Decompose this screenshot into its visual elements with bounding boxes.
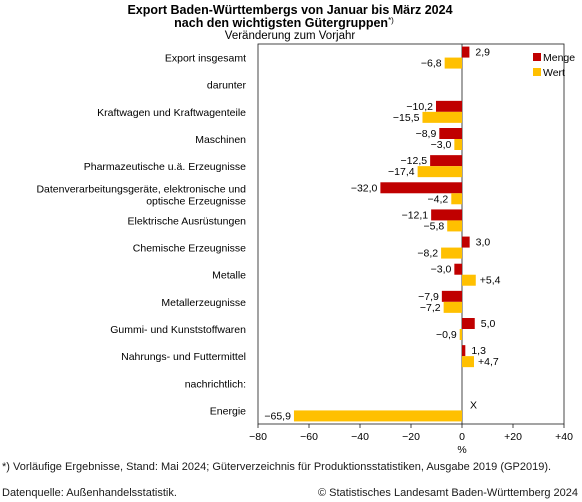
x-tick-label: −80 bbox=[249, 431, 267, 443]
bar-wert bbox=[293, 410, 462, 422]
value-label-wert: −6,8 bbox=[421, 58, 442, 70]
value-label-menge: −10,2 bbox=[406, 101, 433, 113]
category-label: Export insgesamt bbox=[165, 53, 246, 65]
value-label-menge: −3,0 bbox=[431, 264, 452, 276]
bar-menge bbox=[441, 290, 462, 302]
value-label-wert: +5,4 bbox=[480, 275, 501, 287]
bar-menge bbox=[435, 100, 462, 112]
x-tick-label: +40 bbox=[555, 431, 573, 443]
value-label-wert: +4,7 bbox=[478, 356, 499, 368]
source-note: Datenquelle: Außenhandelsstatistik. bbox=[2, 487, 177, 499]
value-label-menge: −12,5 bbox=[401, 155, 428, 167]
value-label-wert: −0,9 bbox=[436, 329, 457, 341]
category-label: Datenverarbeitungsgeräte, elektronische … bbox=[36, 183, 246, 195]
value-label-menge: −12,1 bbox=[402, 209, 429, 221]
category-label: Gummi- und Kunststoffwaren bbox=[110, 324, 246, 336]
bar-menge bbox=[462, 345, 466, 357]
bar-wert bbox=[422, 111, 462, 123]
value-label-wert: −17,4 bbox=[388, 166, 415, 178]
value-label-wert: −7,2 bbox=[420, 302, 441, 314]
category-label: Energie bbox=[210, 405, 246, 417]
x-tick-label: −20 bbox=[402, 431, 420, 443]
footnote: *) Vorläufige Ergebnisse, Stand: Mai 202… bbox=[2, 461, 552, 473]
x-tick-label: 0 bbox=[459, 431, 465, 443]
legend-swatch-menge bbox=[533, 53, 541, 61]
value-label-wert: −4,2 bbox=[428, 193, 449, 205]
x-tick-label: −40 bbox=[351, 431, 369, 443]
title-footnote-marker: *) bbox=[388, 16, 394, 25]
chart-title-line2: nach den wichtigsten Gütergruppen*) bbox=[174, 16, 394, 30]
category-label: Chemische Erzeugnisse bbox=[133, 243, 246, 255]
value-label-wert: −65,9 bbox=[264, 410, 291, 422]
x-tick-label: −60 bbox=[300, 431, 318, 443]
bar-wert bbox=[459, 329, 462, 340]
x-tick-label: +20 bbox=[504, 431, 522, 443]
value-label-menge: −7,9 bbox=[418, 291, 439, 303]
bar-menge bbox=[462, 318, 475, 329]
chart-title: Export Baden-Württembergs von Januar bis… bbox=[127, 3, 452, 17]
category-label: optische Erzeugnisse bbox=[146, 195, 246, 207]
value-label-menge: 2,9 bbox=[475, 47, 490, 59]
chart-subtitle: Veränderung zum Vorjahr bbox=[225, 30, 356, 42]
bar-menge bbox=[439, 128, 462, 139]
bar-menge bbox=[431, 209, 462, 221]
copyright: © Statistisches Landesamt Baden-Württemb… bbox=[317, 487, 578, 499]
bar-wert bbox=[462, 356, 474, 368]
legend-swatch-wert bbox=[533, 68, 541, 76]
bar-wert bbox=[417, 166, 462, 178]
category-label: nachrichtlich: bbox=[185, 378, 246, 390]
bar-wert bbox=[444, 57, 462, 69]
value-label-menge: −32,0 bbox=[351, 182, 378, 194]
category-label: Nahrungs- und Futtermittel bbox=[121, 351, 246, 363]
value-label-menge: 5,0 bbox=[481, 318, 496, 330]
value-label-menge: −8,9 bbox=[416, 128, 437, 140]
value-label-menge: 3,0 bbox=[476, 237, 491, 249]
value-label-wert: −5,8 bbox=[423, 220, 444, 232]
value-label-wert: −8,2 bbox=[417, 248, 438, 260]
bar-menge bbox=[462, 236, 470, 248]
category-label: Maschinen bbox=[195, 134, 246, 146]
bar-menge bbox=[380, 182, 462, 194]
category-label: Metalle bbox=[212, 270, 246, 282]
category-label: darunter bbox=[207, 80, 247, 92]
bar-wert bbox=[462, 274, 476, 286]
category-label: Metallerzeugnisse bbox=[161, 297, 246, 309]
legend-label-menge: Menge bbox=[543, 52, 575, 64]
bar-wert bbox=[447, 220, 462, 232]
bar-wert bbox=[441, 247, 462, 259]
bar-menge bbox=[454, 263, 462, 275]
bar-chart: Export Baden-Württembergs von Januar bis… bbox=[36, 3, 575, 456]
category-label: Elektrische Ausrüstungen bbox=[128, 215, 247, 227]
bar-wert bbox=[454, 139, 462, 150]
value-label-wert: −3,0 bbox=[431, 139, 452, 151]
legend-label-wert: Wert bbox=[543, 67, 565, 79]
value-label-menge: 1,3 bbox=[471, 345, 486, 357]
x-axis-label: % bbox=[457, 444, 466, 456]
value-label-menge: X bbox=[470, 399, 477, 411]
bar-menge bbox=[430, 155, 462, 167]
bar-wert bbox=[443, 301, 462, 313]
bar-menge bbox=[462, 46, 470, 58]
value-label-wert: −15,5 bbox=[393, 112, 420, 124]
bar-wert bbox=[451, 193, 462, 205]
category-label: Pharmazeutische u.ä. Erzeugnisse bbox=[84, 161, 246, 173]
category-label: Kraftwagen und Kraftwagenteile bbox=[97, 107, 246, 119]
